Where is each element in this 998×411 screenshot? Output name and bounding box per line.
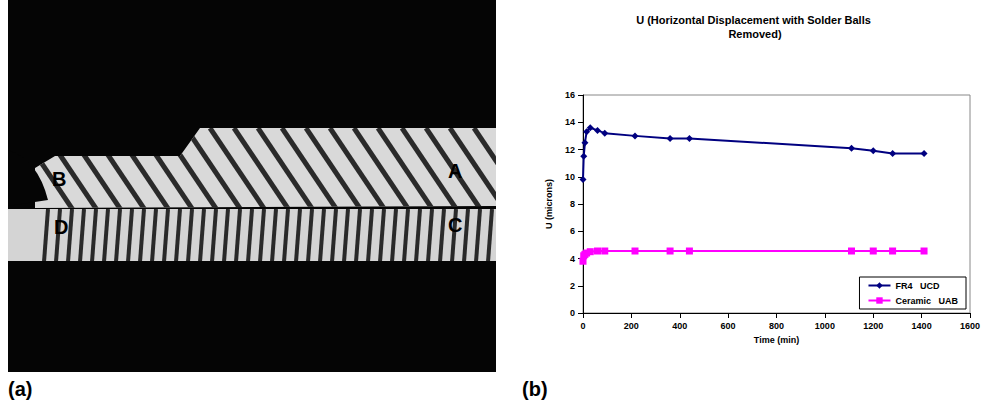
svg-text:10: 10 [565, 172, 575, 182]
svg-text:A: A [448, 160, 462, 182]
svg-text:400: 400 [672, 321, 687, 331]
svg-text:12: 12 [565, 145, 575, 155]
svg-text:4: 4 [570, 254, 575, 264]
svg-text:D: D [54, 216, 68, 238]
svg-text:2: 2 [570, 281, 575, 291]
svg-text:0: 0 [580, 321, 585, 331]
svg-text:Time (min): Time (min) [754, 335, 799, 345]
svg-text:0: 0 [570, 308, 575, 318]
svg-text:600: 600 [721, 321, 736, 331]
svg-text:8: 8 [570, 199, 575, 209]
svg-text:Removed): Removed) [728, 28, 782, 40]
svg-text:1400: 1400 [912, 321, 932, 331]
svg-text:14: 14 [565, 117, 575, 127]
svg-text:U (microns): U (microns) [544, 179, 554, 229]
svg-text:200: 200 [624, 321, 639, 331]
svg-text:B: B [52, 168, 66, 190]
svg-text:Ceramic UAB: Ceramic UAB [895, 296, 958, 306]
svg-text:FR4 UCD: FR4 UCD [895, 281, 940, 291]
svg-text:1000: 1000 [815, 321, 835, 331]
svg-text:800: 800 [769, 321, 784, 331]
svg-text:1200: 1200 [863, 321, 883, 331]
svg-text:16: 16 [565, 90, 575, 100]
html-text:(a): (a) [8, 378, 33, 400]
svg-text:6: 6 [570, 226, 575, 236]
svg-text:C: C [448, 214, 462, 236]
svg-text:U (Horizontal Displacement wit: U (Horizontal Displacement with Solder B… [636, 14, 874, 26]
svg-text:1600: 1600 [960, 321, 980, 331]
html-text:(b): (b) [522, 378, 548, 400]
